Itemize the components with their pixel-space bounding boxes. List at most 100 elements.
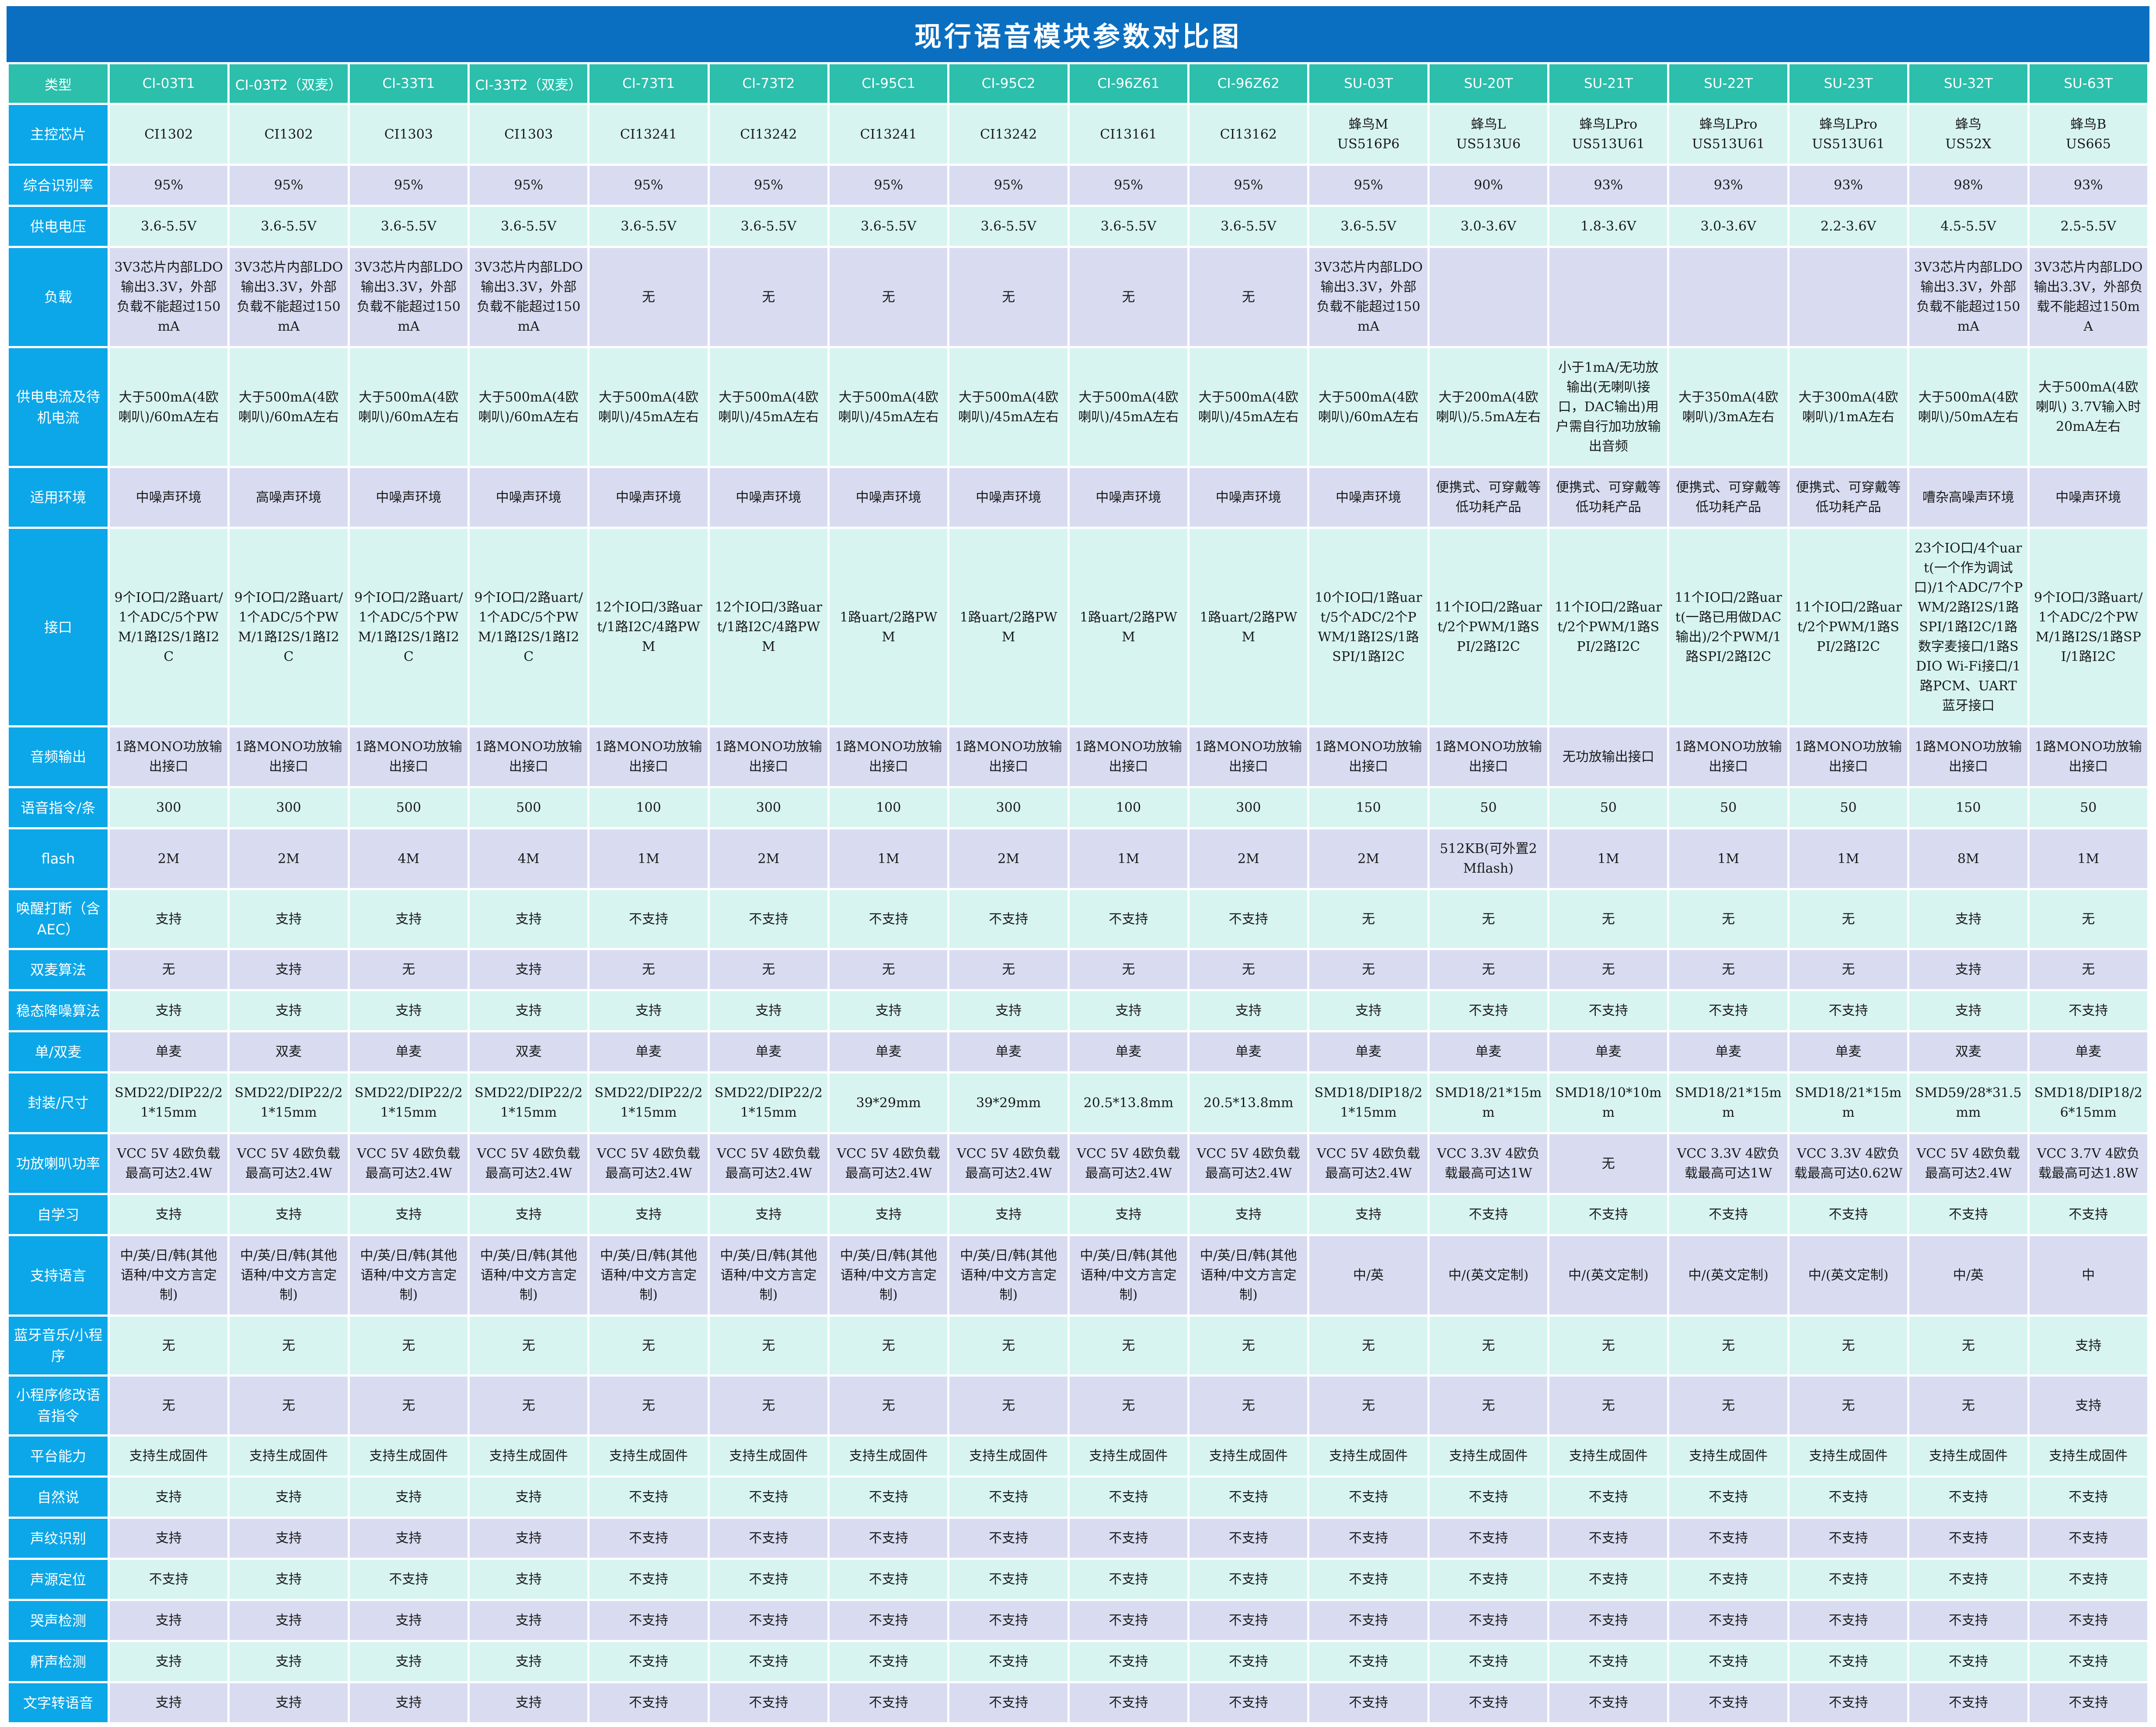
table-cell: 蜂鸟LPro US513U61: [1549, 105, 1668, 164]
table-cell: CI1303: [470, 105, 588, 164]
table-cell: 支持: [349, 1478, 468, 1517]
table-cell: 蜂鸟LPro US513U61: [1789, 105, 1908, 164]
table-cell: 不支持: [949, 1642, 1068, 1681]
table-cell: 1路MONO功放输出接口: [2029, 727, 2147, 786]
table-cell: 便携式、可穿戴等低功耗产品: [1429, 468, 1548, 527]
table-cell: 95%: [949, 166, 1068, 205]
table-cell: 不支持: [1669, 1195, 1787, 1234]
table-cell: 无: [1669, 950, 1787, 989]
table-cell: SMD18/21*15mm: [1789, 1073, 1908, 1132]
table-row: 支持语言 中/英/日/韩(其他语种/中文方言定制) 中/英/日/韩(其他语种/中文方…: [9, 1236, 2147, 1314]
table-cell: 单麦: [2029, 1032, 2147, 1071]
table-cell: 无: [1429, 1377, 1548, 1434]
table-cell: 支持生成固件: [110, 1437, 228, 1475]
table-cell: 93%: [2029, 166, 2147, 205]
table-cell: 20.5*13.8mm: [1190, 1073, 1308, 1132]
table-header: 类型 CI-03T1 CI-03T2（双麦） CI-33T1 CI-33T2（双麦） C…: [9, 64, 2147, 103]
table-cell: 不支持: [1190, 890, 1308, 948]
table-cell: 中噪声环境: [470, 468, 588, 527]
table-cell: 3.6-5.5V: [1069, 207, 1188, 246]
table-cell: 不支持: [1789, 1195, 1908, 1234]
table-cell: 无: [1429, 1317, 1548, 1374]
table-cell: 95%: [1069, 166, 1188, 205]
table-cell: 不支持: [1669, 1601, 1787, 1640]
table-cell: 无: [1190, 1317, 1308, 1374]
table-cell: 3.6-5.5V: [590, 207, 708, 246]
table-cell: 不支持: [949, 1560, 1068, 1599]
table-cell: SMD18/10*10mm: [1549, 1073, 1668, 1132]
table-cell: 支持: [2029, 1377, 2147, 1434]
table-row: 双麦算法无支持无支持无无无无无无无无无无无支持无: [9, 950, 2147, 989]
table-cell: 无: [1069, 248, 1188, 346]
table-cell: 无: [709, 248, 828, 346]
table-cell: 蜂鸟M US516P6: [1309, 105, 1427, 164]
table-cell: 支持: [590, 1195, 708, 1234]
table-cell: 中噪声环境: [349, 468, 468, 527]
table-cell: 支持: [470, 1478, 588, 1517]
table-row: 自学习 支持 支持 支持 支持 支持 支持 支持 支持 支持 支持 支持 不支持 不支持 不支持 不支持 不支持…: [9, 1195, 2147, 1234]
table-cell: 1路MONO功放输出接口: [949, 727, 1068, 786]
table-cell: 9个IO口/2路uart/1个ADC/5个PWM/1路I2S/1路I2C: [110, 529, 228, 725]
table-cell: 不支持: [830, 1478, 948, 1517]
table-row: 供电电流及待机电流 大于500mA(4欧喇叭)/60mA左右 大于500mA(4欧喇…: [9, 348, 2147, 466]
table-cell: 3.6-5.5V: [349, 207, 468, 246]
table-cell: 支持生成固件: [1069, 1437, 1188, 1475]
table-cell: 不支持: [2029, 1478, 2147, 1517]
table-cell: 3V3芯片内部LDO输出3.3V，外部负载不能超过150mA: [349, 248, 468, 346]
table-cell: 100: [1069, 788, 1188, 827]
table-cell: 支持: [2029, 1317, 2147, 1374]
table-cell: 不支持: [949, 1601, 1068, 1640]
table-cell: 无: [230, 1317, 348, 1374]
table-cell: 不支持: [830, 1519, 948, 1558]
table-cell: SMD22/DIP22/21*15mm: [110, 1073, 228, 1132]
table-cell: CI13242: [709, 105, 828, 164]
column-header: CI-33T2（双麦）: [470, 64, 588, 103]
table-cell: 大于200mA(4欧喇叭)/5.5mA左右: [1429, 348, 1548, 466]
table-cell: SMD18/21*15mm: [1429, 1073, 1548, 1132]
table-cell: VCC 5V 4欧负载最高可达2.4W: [349, 1134, 468, 1193]
table-row: 稳态降噪算法 支持 支持 支持 支持 支持 支持 支持 支持 支持 支持 支持 不支持 不支持 不支持 不支持…: [9, 991, 2147, 1030]
table-cell: 支持: [110, 1478, 228, 1517]
table-cell: 不支持: [1190, 1478, 1308, 1517]
table-cell: 不支持: [1429, 1683, 1548, 1722]
table-cell: VCC 3.3V 4欧负载最高可达0.62W: [1789, 1134, 1908, 1193]
table-row: 语音指令/条 300 300 500 500 100 300 100 300 100 300 150 5…: [9, 788, 2147, 827]
table-cell: [1549, 248, 1668, 346]
table-cell: 不支持: [1669, 1519, 1787, 1558]
table-cell: 无: [1909, 1377, 2027, 1434]
table-cell: 不支持: [1789, 1683, 1908, 1722]
table-cell: 不支持: [1069, 1642, 1188, 1681]
table-cell: CI13241: [590, 105, 708, 164]
column-header: CI-95C1: [830, 64, 948, 103]
table-cell: 支持生成固件: [590, 1437, 708, 1475]
table-cell: 支持: [110, 1519, 228, 1558]
table-cell: 大于500mA(4欧喇叭)/60mA左右: [110, 348, 228, 466]
table-cell: 95%: [590, 166, 708, 205]
table-cell: 单麦: [1190, 1032, 1308, 1071]
table-cell: 无: [1669, 890, 1787, 948]
table-row: 唤醒打断（含AEC） 支持 支持 支持 支持 不支持 不支持 不支持 不支持 不支持 不支持无无无无…: [9, 890, 2147, 948]
table-cell: 无: [349, 1377, 468, 1434]
table-cell: 11个IO口/2路uart(一路已用做DAC输出)/2个PWM/1路SPI/2路…: [1669, 529, 1787, 725]
row-label: 唤醒打断（含AEC）: [9, 890, 108, 948]
table-cell: 支持: [230, 1683, 348, 1722]
table-cell: 93%: [1669, 166, 1787, 205]
table-cell: CI13241: [830, 105, 948, 164]
column-header: SU-32T: [1909, 64, 2027, 103]
table-cell: 3.6-5.5V: [110, 207, 228, 246]
table-cell: 无: [470, 1377, 588, 1434]
table-cell: 不支持: [1309, 1601, 1427, 1640]
table-cell: 2M: [1309, 829, 1427, 888]
table-cell: 支持生成固件: [830, 1437, 948, 1475]
table-cell: 支持: [349, 1601, 468, 1640]
table-cell: 1路uart/2路PWM: [949, 529, 1068, 725]
table-cell: 便携式、可穿戴等低功耗产品: [1549, 468, 1668, 527]
table-cell: 中/(英文定制): [1789, 1236, 1908, 1314]
table-cell: 大于500mA(4欧喇叭)/45mA左右: [949, 348, 1068, 466]
table-cell: 支持生成固件: [470, 1437, 588, 1475]
table-row: 声纹识别 支持 支持 支持 支持 不支持 不支持 不支持 不支持 不支持 不支持 不支持 不支持 不支持不…: [9, 1519, 2147, 1558]
table-cell: 无: [349, 1317, 468, 1374]
row-label: 供电电流及待机电流: [9, 348, 108, 466]
table-cell: 95%: [110, 166, 228, 205]
table-cell: VCC 5V 4欧负载最高可达2.4W: [1069, 1134, 1188, 1193]
